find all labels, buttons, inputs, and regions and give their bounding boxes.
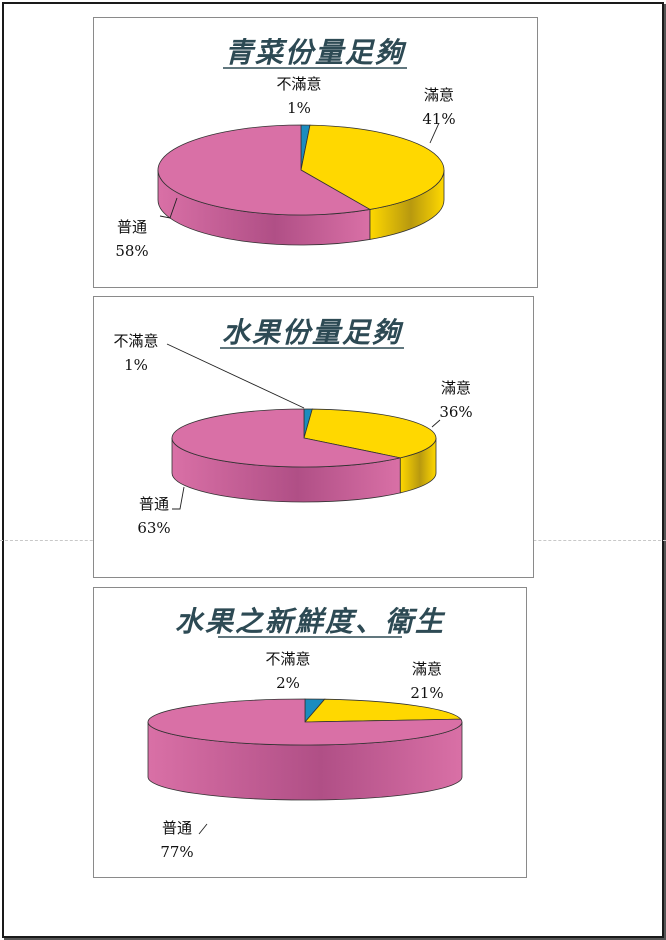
percent-dissatisfied: 1% (124, 356, 148, 374)
label-satisfied: 滿意 (412, 660, 442, 678)
label-neutral: 普通 (117, 218, 147, 236)
pie-slice-neutral (157, 124, 372, 216)
percent-neutral: 58% (115, 242, 148, 260)
leader-line (429, 122, 440, 144)
percent-neutral: 77% (160, 843, 193, 861)
label-satisfied: 滿意 (424, 86, 454, 104)
leader-line (172, 486, 185, 510)
pie-slice-neutral (147, 698, 463, 746)
pie-slice-satisfied (300, 124, 445, 210)
chart-title: 青菜份量足夠 (225, 36, 407, 69)
pie-slice-neutral (171, 408, 401, 468)
percent-dissatisfied: 1% (287, 99, 311, 117)
chart-panel-fruit-freshness: 水果之新鮮度、衛生不滿意 2% 滿意 21% 普通 77% (93, 587, 527, 878)
percent-satisfied: 41% (422, 110, 455, 128)
chart-panel-vegetables: 青菜份量足夠不滿意 1% 滿意 41% 普通 58% (93, 17, 538, 288)
pie-slice-satisfied (303, 408, 437, 459)
label-neutral: 普通 (139, 495, 169, 513)
chart-title: 水果之新鮮度、衛生 (175, 605, 446, 638)
percent-satisfied: 36% (439, 403, 472, 421)
pie-chart-fruit-portion: 水果份量足夠 不滿意 1% 滿意 36% 普通 63% (113, 316, 472, 537)
leader-line (159, 197, 178, 219)
chart-title: 水果份量足夠 (222, 316, 404, 349)
leader-line (198, 823, 208, 835)
leader-line (431, 419, 441, 428)
percent-satisfied: 21% (410, 684, 443, 702)
label-satisfied: 滿意 (441, 379, 471, 397)
percent-neutral: 63% (137, 519, 170, 537)
chart-panel-fruit-portion: 水果份量足夠 不滿意 1% 滿意 36% 普通 63% (93, 296, 534, 578)
percent-dissatisfied: 2% (276, 674, 300, 692)
label-neutral: 普通 (162, 819, 192, 837)
pie-slice-satisfied (304, 698, 462, 723)
label-dissatisfied: 不滿意 (113, 332, 158, 350)
leader-line (166, 343, 305, 409)
label-dissatisfied: 不滿意 (276, 75, 321, 93)
label-dissatisfied: 不滿意 (265, 650, 310, 668)
